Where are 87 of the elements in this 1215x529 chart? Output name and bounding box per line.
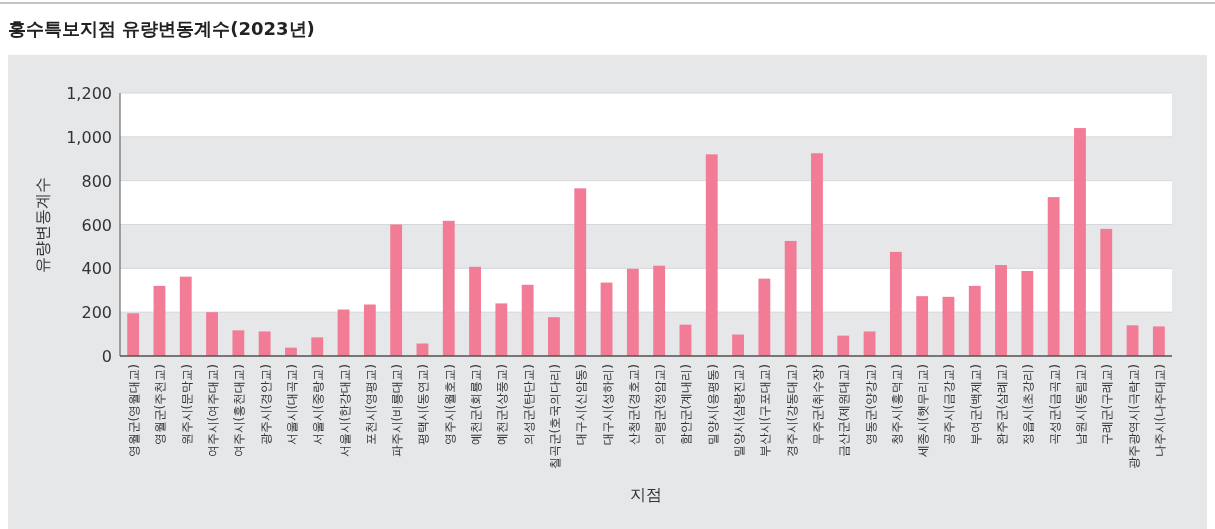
x-tick-label: 공주시(금강교) bbox=[942, 364, 957, 446]
x-tick-label: 무주군(취수장) bbox=[810, 364, 825, 446]
y-tick-label: 600 bbox=[81, 215, 112, 235]
x-tick-label: 영월군(영월대교) bbox=[127, 364, 142, 458]
y-axis-title: 유량변동계수 bbox=[33, 176, 52, 273]
bar bbox=[206, 312, 218, 356]
bar bbox=[548, 317, 560, 356]
x-tick-label: 대구시(신암동) bbox=[574, 364, 589, 446]
x-tick-label: 영동군(양강교) bbox=[863, 364, 878, 446]
bar bbox=[942, 296, 955, 356]
bar bbox=[1152, 326, 1165, 356]
x-tick-label: 의성군(탄단교) bbox=[521, 364, 536, 446]
x-tick-label: 세종시(햇무리교) bbox=[916, 364, 931, 458]
bar bbox=[337, 309, 350, 356]
x-tick-label: 함안군(계내리) bbox=[679, 364, 694, 446]
bar bbox=[1074, 128, 1086, 356]
bar bbox=[837, 335, 850, 356]
x-tick-label: 산청군(경호교) bbox=[626, 364, 641, 446]
bar bbox=[311, 337, 324, 356]
bar bbox=[442, 220, 455, 356]
bar bbox=[469, 266, 481, 356]
x-tick-label: 의령군(정암교) bbox=[653, 364, 668, 446]
x-tick-label: 칠곡군(호국의다리) bbox=[547, 364, 562, 470]
y-tick-label: 1,200 bbox=[66, 84, 112, 103]
x-tick-label: 밀양시(삼랑진교) bbox=[732, 364, 747, 458]
x-tick-label: 예천군(상풍교) bbox=[495, 364, 510, 446]
x-tick-label: 광주광역시(극락교) bbox=[1126, 364, 1141, 470]
x-tick-label: 광주시(경안교) bbox=[258, 364, 273, 446]
x-tick-label: 부여군(백제교) bbox=[968, 364, 983, 446]
bar bbox=[1126, 325, 1139, 356]
bar bbox=[1047, 197, 1060, 356]
bar bbox=[1021, 270, 1034, 356]
bar bbox=[232, 330, 245, 356]
x-tick-label: 완주군(삼례교) bbox=[995, 364, 1010, 446]
x-tick-label: 부산시(구포대교) bbox=[758, 364, 773, 458]
bar bbox=[889, 251, 902, 356]
y-tick-label: 1,000 bbox=[66, 127, 112, 147]
bar bbox=[863, 331, 876, 356]
x-tick-label: 서울시(한강대교) bbox=[337, 364, 352, 458]
x-tick-label: 원주시(문막교) bbox=[179, 364, 194, 446]
bar bbox=[521, 284, 534, 356]
bar bbox=[626, 268, 639, 356]
bar bbox=[600, 282, 613, 356]
bar bbox=[784, 240, 797, 356]
x-tick-label: 영주시(월호교) bbox=[442, 364, 457, 446]
bar bbox=[732, 334, 744, 356]
bar bbox=[653, 265, 666, 356]
x-tick-label: 금산군(제원대교) bbox=[837, 364, 852, 458]
x-axis-title: 지점 bbox=[630, 485, 662, 504]
y-tick-label: 800 bbox=[81, 171, 112, 191]
x-tick-label: 영월군(주천교) bbox=[153, 364, 168, 446]
bar bbox=[916, 296, 929, 356]
bar bbox=[179, 276, 192, 356]
y-tick-label: 0 bbox=[101, 347, 112, 366]
bar bbox=[574, 188, 587, 356]
bar bbox=[363, 304, 376, 356]
bar bbox=[758, 278, 771, 356]
x-tick-label: 대구시(성하리) bbox=[600, 364, 615, 446]
x-tick-label: 밀양시(용평동) bbox=[705, 364, 720, 446]
bar bbox=[705, 154, 718, 356]
bar bbox=[153, 285, 166, 356]
x-tick-label: 포천시(영평교) bbox=[363, 364, 378, 446]
y-tick-label: 200 bbox=[81, 303, 112, 323]
x-tick-label: 파주시(비룡대교) bbox=[390, 364, 405, 458]
x-tick-label: 나주시(나주대교) bbox=[1152, 364, 1167, 458]
x-tick-label: 청주시(흥덕교) bbox=[889, 364, 904, 446]
x-tick-label: 예천군(회룡교) bbox=[469, 364, 484, 446]
bar bbox=[127, 313, 140, 356]
x-tick-label: 평택시(동연교) bbox=[416, 364, 431, 446]
chart-title: 홍수특보지점 유량변동계수(2023년) bbox=[8, 18, 315, 39]
x-tick-label: 경주시(강동대교) bbox=[784, 364, 799, 458]
bar bbox=[968, 285, 981, 356]
bar bbox=[390, 224, 403, 356]
bar bbox=[258, 331, 271, 356]
x-tick-label: 여주시(여주대교) bbox=[206, 364, 221, 458]
bar bbox=[995, 265, 1007, 356]
x-tick-label: 서울시(중랑교) bbox=[311, 364, 326, 446]
bar bbox=[495, 303, 508, 356]
x-tick-label: 남원시(동림교) bbox=[1073, 364, 1088, 446]
x-tick-label: 곡성군(금곡교) bbox=[1047, 364, 1062, 446]
y-tick-label: 400 bbox=[81, 259, 112, 279]
x-tick-label: 정읍시(초강리) bbox=[1021, 364, 1036, 446]
bar bbox=[811, 153, 823, 356]
x-tick-label: 서울시(대곡교) bbox=[284, 364, 299, 446]
bar bbox=[1100, 228, 1113, 356]
x-tick-label: 여주시(흥천대교) bbox=[232, 364, 247, 458]
x-tick-label: 구례군(구례교) bbox=[1100, 364, 1115, 446]
